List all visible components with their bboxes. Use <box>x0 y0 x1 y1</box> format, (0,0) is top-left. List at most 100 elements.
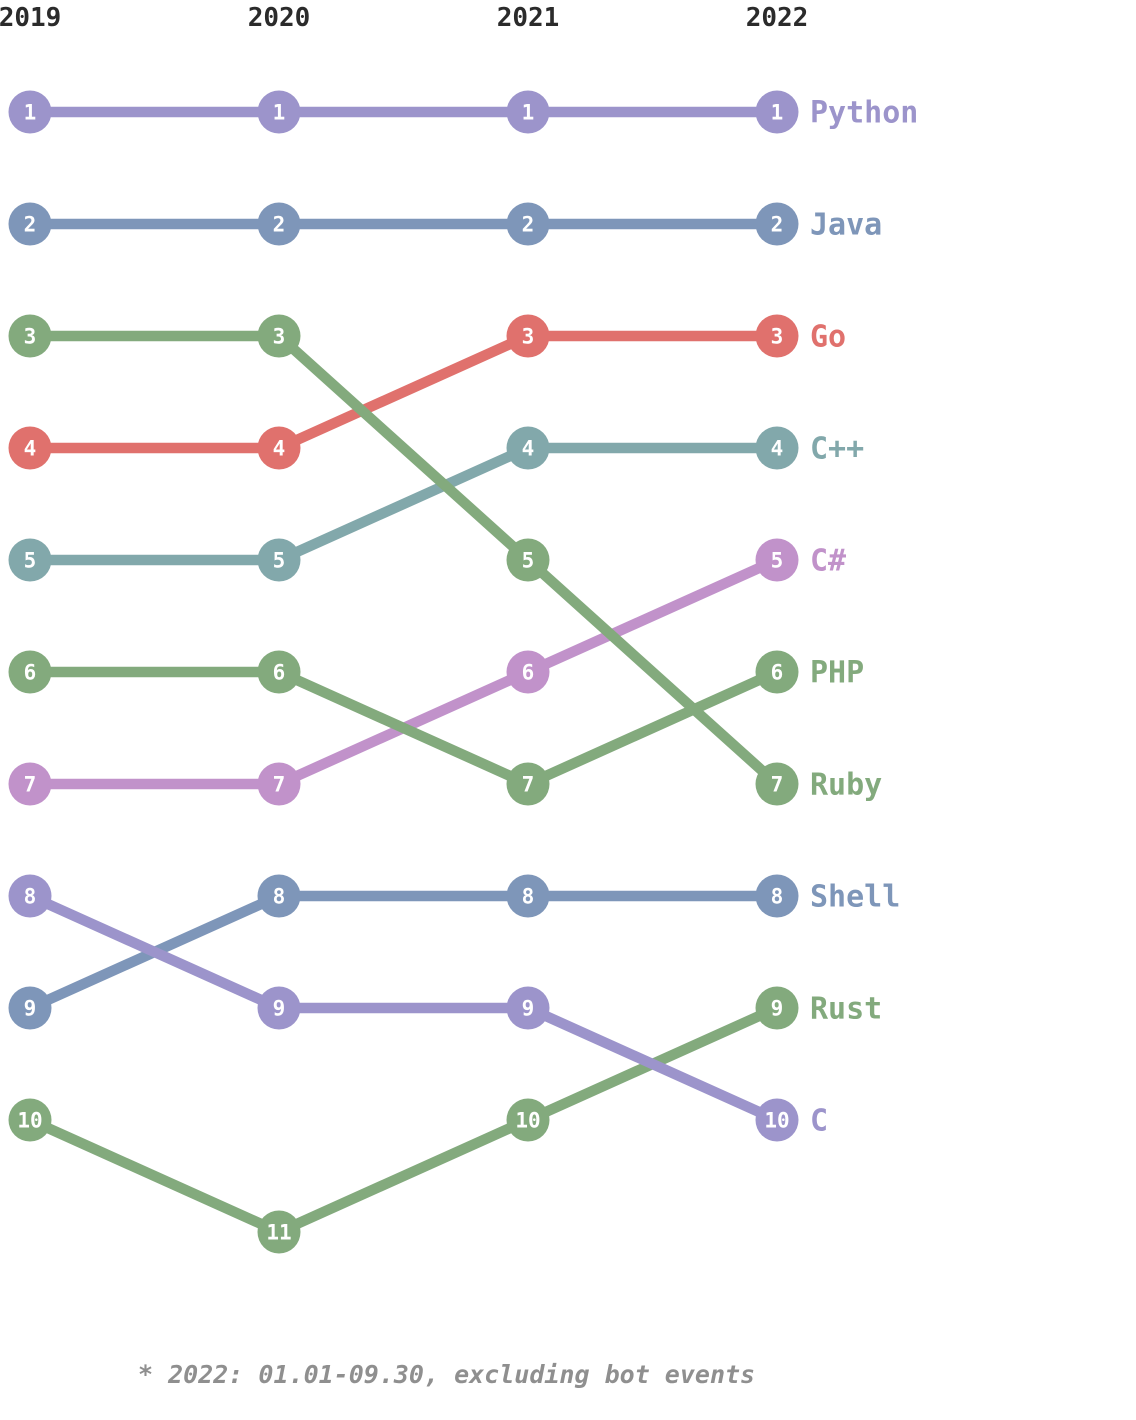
node-rank-c-2019: 8 <box>24 885 37 909</box>
series-label-c: C++ <box>810 432 864 467</box>
node-rank-go-2021: 3 <box>522 325 535 349</box>
node-rank-c-2019: 5 <box>24 549 37 573</box>
node-php-2021 <box>506 762 550 806</box>
series-label-ruby: Ruby <box>810 768 882 803</box>
node-ruby-2019 <box>8 314 52 358</box>
node-rank-rust-2020: 11 <box>266 1221 291 1245</box>
node-rust-2022 <box>755 986 799 1030</box>
node-shell-2021 <box>506 874 550 918</box>
series-label-php: PHP <box>810 656 864 691</box>
node-ruby-2022 <box>755 762 799 806</box>
node-rank-go-2020: 4 <box>273 437 286 461</box>
node-rank-c-2021: 9 <box>522 997 535 1021</box>
year-label-2020: 2020 <box>247 3 311 33</box>
node-rank-java-2022: 2 <box>771 213 784 237</box>
node-c-2020 <box>257 986 301 1030</box>
node-rank-shell-2022: 8 <box>771 885 784 909</box>
series-label-java: Java <box>810 208 882 243</box>
node-shell-2020 <box>257 874 301 918</box>
node-rank-c-2021: 6 <box>522 661 535 685</box>
node-rank-c-2019: 7 <box>24 773 37 797</box>
node-rust-2020 <box>257 1210 301 1254</box>
node-rank-php-2022: 6 <box>771 661 784 685</box>
node-rank-python-2021: 1 <box>522 101 535 125</box>
node-python-2020 <box>257 90 301 134</box>
node-rank-ruby-2020: 3 <box>273 325 286 349</box>
node-shell-2022 <box>755 874 799 918</box>
node-c-2021 <box>506 986 550 1030</box>
node-go-2022 <box>755 314 799 358</box>
node-rank-go-2022: 3 <box>771 325 784 349</box>
node-java-2022 <box>755 202 799 246</box>
node-ruby-2021 <box>506 538 550 582</box>
node-c-2022 <box>755 426 799 470</box>
node-c-2021 <box>506 650 550 694</box>
node-c-2022 <box>755 1098 799 1142</box>
node-php-2019 <box>8 650 52 694</box>
node-java-2021 <box>506 202 550 246</box>
node-go-2021 <box>506 314 550 358</box>
node-c-2022 <box>755 538 799 582</box>
node-rank-shell-2021: 8 <box>522 885 535 909</box>
node-rank-c-2020: 5 <box>273 549 286 573</box>
node-rank-java-2021: 2 <box>522 213 535 237</box>
node-c-2021 <box>506 426 550 470</box>
node-rank-python-2019: 1 <box>24 101 37 125</box>
node-php-2020 <box>257 650 301 694</box>
node-rank-ruby-2021: 5 <box>522 549 535 573</box>
node-rank-rust-2019: 10 <box>17 1109 42 1133</box>
year-label-2021: 2021 <box>496 3 560 33</box>
node-rank-c-2022: 5 <box>771 549 784 573</box>
node-python-2021 <box>506 90 550 134</box>
node-php-2022 <box>755 650 799 694</box>
footnote: * 2022: 01.01-09.30, excluding bot event… <box>138 1360 756 1389</box>
node-rust-2021 <box>506 1098 550 1142</box>
node-rank-php-2019: 6 <box>24 661 37 685</box>
node-rank-ruby-2019: 3 <box>24 325 37 349</box>
series-label-shell: Shell <box>810 880 900 915</box>
series-line-go <box>30 330 777 454</box>
node-c-2019 <box>8 538 52 582</box>
node-java-2020 <box>257 202 301 246</box>
series-label-rust: Rust <box>810 992 882 1027</box>
node-c-2019 <box>8 874 52 918</box>
series-line-c <box>30 442 777 566</box>
node-rank-go-2019: 4 <box>24 437 37 461</box>
node-rank-c-2022: 10 <box>764 1109 789 1133</box>
node-go-2020 <box>257 426 301 470</box>
node-rank-java-2020: 2 <box>273 213 286 237</box>
node-python-2022 <box>755 90 799 134</box>
node-python-2019 <box>8 90 52 134</box>
node-rank-php-2020: 6 <box>273 661 286 685</box>
node-rust-2019 <box>8 1098 52 1142</box>
series-label-c: C# <box>810 544 846 579</box>
node-c-2020 <box>257 762 301 806</box>
node-rank-php-2021: 7 <box>522 773 535 797</box>
series-line-c <box>27 891 780 1125</box>
node-rank-java-2019: 2 <box>24 213 37 237</box>
node-rank-ruby-2022: 7 <box>771 773 784 797</box>
series-line-ruby <box>30 330 781 788</box>
node-rank-shell-2019: 9 <box>24 997 37 1021</box>
series-line-rust <box>27 1003 780 1238</box>
node-c-2019 <box>8 762 52 806</box>
node-rank-c-2021: 4 <box>522 437 535 461</box>
node-java-2019 <box>8 202 52 246</box>
node-rank-c-2020: 9 <box>273 997 286 1021</box>
series-label-go: Go <box>810 320 846 355</box>
node-rank-rust-2021: 10 <box>515 1109 540 1133</box>
node-ruby-2020 <box>257 314 301 358</box>
series-line-php <box>30 666 780 790</box>
node-shell-2019 <box>8 986 52 1030</box>
node-c-2020 <box>257 538 301 582</box>
node-go-2019 <box>8 426 52 470</box>
year-label-2022: 2022 <box>745 3 809 33</box>
node-rank-shell-2020: 8 <box>273 885 286 909</box>
node-rank-c-2020: 7 <box>273 773 286 797</box>
year-label-2019: 2019 <box>0 3 62 33</box>
node-rank-c-2022: 4 <box>771 437 784 461</box>
series-label-c: C <box>810 1104 828 1139</box>
node-rank-python-2020: 1 <box>273 101 286 125</box>
